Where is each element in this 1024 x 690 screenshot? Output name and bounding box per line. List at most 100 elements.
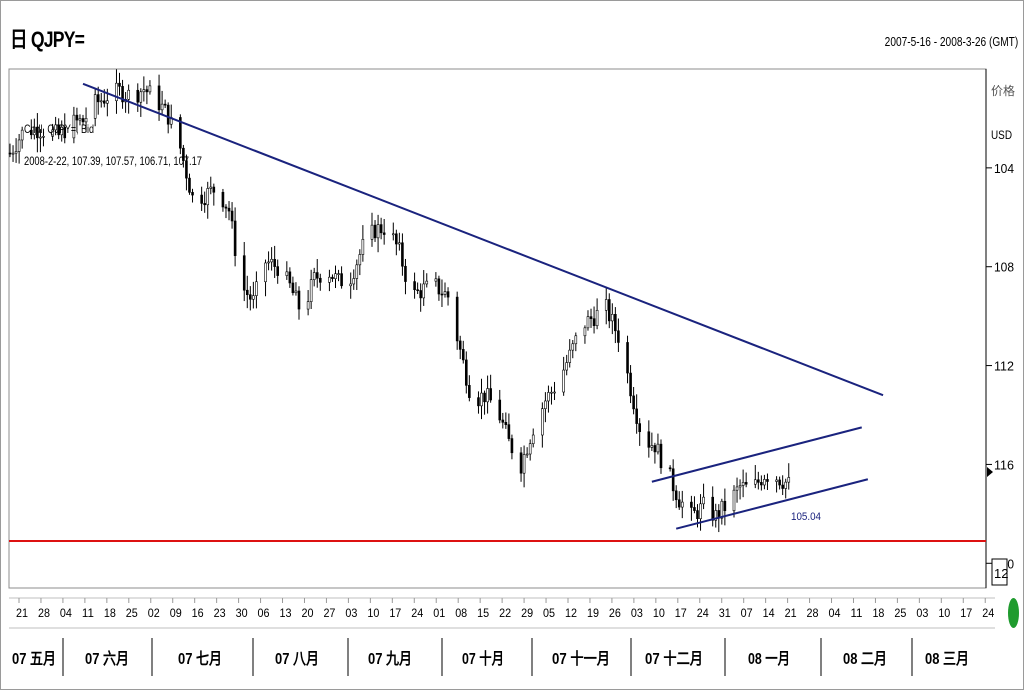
x-day-label: 18 xyxy=(104,606,116,620)
x-day-label: 19 xyxy=(587,606,599,620)
candle-body xyxy=(544,400,547,409)
x-day-label: 07 xyxy=(741,606,753,620)
candle-body xyxy=(306,301,310,310)
x-day-label: 23 xyxy=(214,606,226,620)
candle-body xyxy=(760,482,763,486)
candle-body xyxy=(36,126,39,139)
x-day-label: 21 xyxy=(785,606,797,620)
candle-body xyxy=(182,147,185,161)
x-day-label: 28 xyxy=(38,606,50,620)
candle-body xyxy=(528,443,532,455)
candle-body xyxy=(437,278,441,295)
x-day-label: 13 xyxy=(280,606,292,620)
candle-body xyxy=(531,434,535,444)
candle-body xyxy=(519,452,523,474)
x-day-label: 03 xyxy=(345,606,357,620)
candle-body xyxy=(714,510,718,521)
scroll-indicator-icon[interactable] xyxy=(1008,598,1019,628)
y-axis-scale-box[interactable] xyxy=(991,558,1008,586)
candle-body xyxy=(550,391,553,394)
candle-body xyxy=(264,262,267,283)
candle-body xyxy=(395,233,398,245)
x-day-label: 10 xyxy=(938,606,950,620)
candle-body xyxy=(586,316,590,329)
candle-body xyxy=(699,503,702,520)
candle-body xyxy=(525,453,529,456)
candle-body xyxy=(562,369,565,393)
candle-body xyxy=(355,264,359,279)
candle-body xyxy=(702,496,705,505)
candle-body xyxy=(690,501,693,508)
candle-body xyxy=(209,186,213,189)
candle-body xyxy=(711,496,715,521)
candle-body xyxy=(63,126,67,139)
candle-body xyxy=(659,443,663,469)
candle-body xyxy=(574,335,578,345)
candle-body xyxy=(14,151,18,154)
x-day-label: 27 xyxy=(323,606,335,620)
x-day-label: 09 xyxy=(170,606,182,620)
candle-body xyxy=(507,424,511,439)
x-day-label: 25 xyxy=(126,606,138,620)
candle-body xyxy=(461,349,465,361)
candle-body xyxy=(331,276,334,280)
x-day-label: 17 xyxy=(675,606,687,620)
candle-body xyxy=(486,388,489,403)
candle-body xyxy=(245,289,249,296)
candle-body xyxy=(255,281,258,296)
candle-body xyxy=(720,500,724,519)
candle-body xyxy=(206,188,210,206)
x-day-label: 04 xyxy=(829,606,841,620)
candle-body xyxy=(455,296,459,342)
x-day-label: 11 xyxy=(850,606,862,620)
y-ticks-group: 120116112108104 xyxy=(986,161,1014,571)
candle-body xyxy=(458,340,462,350)
candle-body xyxy=(17,139,21,152)
candle-body xyxy=(568,349,572,363)
candle-body xyxy=(547,392,550,402)
candle-body xyxy=(273,258,276,267)
candle-body xyxy=(611,313,614,322)
candle-body xyxy=(51,129,54,137)
y-tick-label: 108 xyxy=(994,260,1014,275)
candle-body xyxy=(20,129,24,141)
y-tick-label: 104 xyxy=(994,161,1014,176)
month-label: 07 十一月 xyxy=(552,649,610,668)
x-day-label: 08 xyxy=(455,606,467,620)
candle-body xyxy=(370,224,374,240)
candle-body xyxy=(723,500,727,512)
candle-body xyxy=(373,224,377,239)
candle-body xyxy=(39,136,42,139)
candle-body xyxy=(629,372,632,397)
candle-body xyxy=(766,479,769,482)
x-day-label: 14 xyxy=(763,606,775,620)
x-day-label: 28 xyxy=(807,606,819,620)
candle-body xyxy=(352,278,356,285)
candle-body xyxy=(157,85,161,111)
x-day-label: 24 xyxy=(697,606,709,620)
candle-body xyxy=(188,177,191,193)
month-label: 07 五月 xyxy=(12,650,56,668)
x-day-label: 10 xyxy=(367,606,379,620)
plot-area xyxy=(8,68,987,589)
candle-body xyxy=(604,299,608,311)
candle-body xyxy=(93,94,97,119)
candle-body xyxy=(224,206,228,209)
candle-body xyxy=(757,479,760,483)
candle-body xyxy=(118,82,121,87)
candle-body xyxy=(693,507,696,511)
candle-body xyxy=(11,152,15,155)
candle-body xyxy=(60,126,64,136)
candle-body xyxy=(148,85,152,93)
month-label: 08 二月 xyxy=(843,650,887,668)
candle-body xyxy=(656,443,660,453)
x-day-label: 11 xyxy=(82,606,94,620)
candle-body xyxy=(404,265,407,282)
candle-body xyxy=(595,310,599,326)
month-labels-group: 07 五月 07 六月 07 七月 07 八月 07 九月 07 十月 07 十一月 07 十… xyxy=(12,638,969,676)
candle-body xyxy=(778,479,781,486)
month-label: 07 九月 xyxy=(368,650,412,668)
candle-body xyxy=(185,160,188,179)
candle-body xyxy=(242,255,246,291)
candle-body xyxy=(635,408,638,424)
